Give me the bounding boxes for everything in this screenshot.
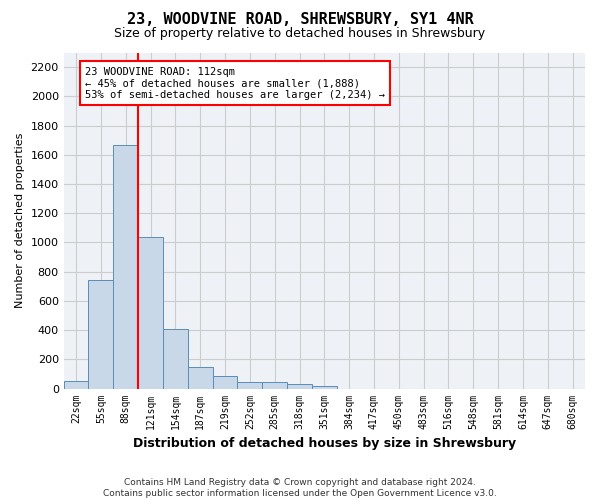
Bar	[238, 382, 262, 388]
Text: 23 WOODVINE ROAD: 112sqm
← 45% of detached houses are smaller (1,888)
53% of sem: 23 WOODVINE ROAD: 112sqm ← 45% of detach…	[85, 66, 385, 100]
Bar	[287, 384, 312, 388]
Bar	[113, 144, 138, 388]
Bar	[212, 376, 238, 388]
Text: 23, WOODVINE ROAD, SHREWSBURY, SY1 4NR: 23, WOODVINE ROAD, SHREWSBURY, SY1 4NR	[127, 12, 473, 28]
Bar	[312, 386, 337, 388]
Bar	[163, 330, 188, 388]
Text: Contains HM Land Registry data © Crown copyright and database right 2024.
Contai: Contains HM Land Registry data © Crown c…	[103, 478, 497, 498]
Bar	[64, 381, 88, 388]
Text: Size of property relative to detached houses in Shrewsbury: Size of property relative to detached ho…	[115, 28, 485, 40]
Bar	[188, 366, 212, 388]
Y-axis label: Number of detached properties: Number of detached properties	[15, 133, 25, 308]
Bar	[262, 382, 287, 388]
X-axis label: Distribution of detached houses by size in Shrewsbury: Distribution of detached houses by size …	[133, 437, 516, 450]
Bar	[88, 280, 113, 388]
Bar	[138, 238, 163, 388]
